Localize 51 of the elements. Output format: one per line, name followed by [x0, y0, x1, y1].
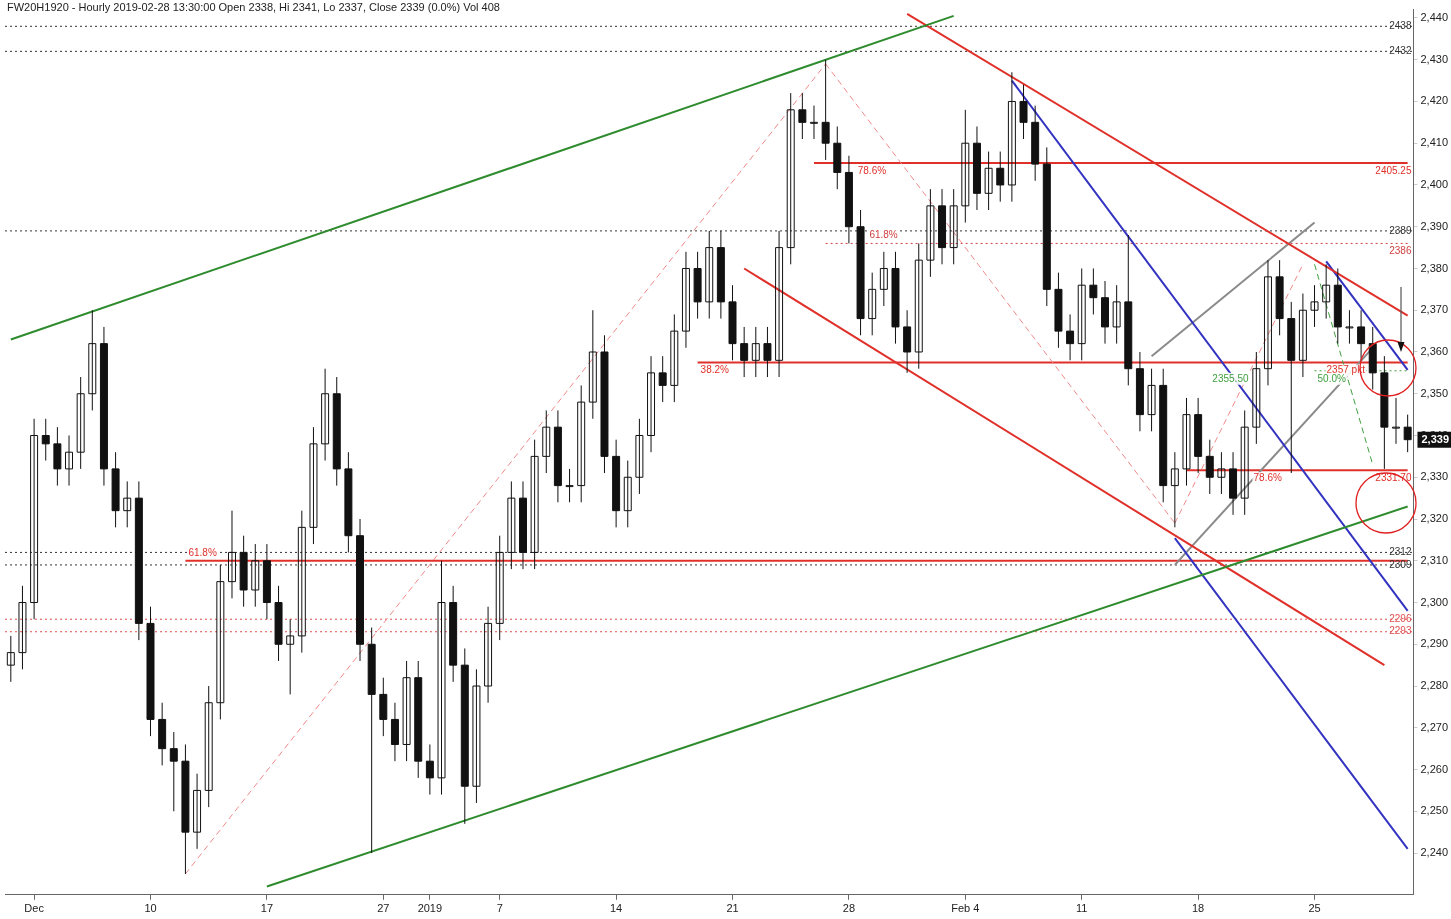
annotation: 2405.25	[1375, 164, 1412, 176]
x-tick-label: 2019	[417, 902, 443, 915]
x-tick-label: 10	[144, 902, 157, 915]
x-tick-label: 28	[842, 902, 856, 915]
annotation: 61.8%	[869, 229, 898, 241]
annotation: 50.0%	[1317, 372, 1346, 384]
y-tick-label: 2,320	[1420, 512, 1448, 525]
annotation: 2355.50	[1212, 372, 1249, 384]
ref-line-label: 2312	[1389, 546, 1412, 558]
annotation: 78.6%	[1253, 471, 1282, 483]
chart-title: FW20H1920 - Hourly 2019-02-28 13:30:00 Open 2338, Hi 2341, Lo 2337, Close 2339 (0.0%) Vol 408	[7, 0, 500, 13]
x-tick-label: 14	[609, 902, 623, 915]
y-tick-label: 2,270	[1420, 720, 1448, 733]
ref-line-label: 2293	[1389, 625, 1412, 637]
x-tick-label: 21	[726, 902, 739, 915]
x-tick-label: 25	[1308, 902, 1321, 915]
annotation: 78.6%	[857, 164, 887, 176]
x-tick-label: 17	[260, 902, 274, 915]
text: 2,339	[1421, 432, 1449, 445]
y-tick-label: 2,390	[1420, 219, 1448, 232]
x-tick-label: 27	[377, 902, 390, 915]
y-tick-label: 2,240	[1420, 846, 1448, 859]
y-tick-label: 2,360	[1420, 345, 1448, 358]
x-tick-label: 11	[1076, 902, 1088, 915]
y-tick-label: 2,330	[1420, 470, 1448, 483]
y-tick-label: 2,400	[1420, 178, 1448, 190]
y-tick-label: 2,430	[1420, 52, 1448, 65]
y-tick-label: 2,260	[1420, 762, 1448, 775]
y-tick-label: 2,370	[1420, 303, 1448, 316]
y-tick-label: 2,290	[1420, 637, 1448, 650]
ref-line-label: 2309	[1389, 558, 1412, 570]
annotation: 38.2%	[700, 364, 730, 376]
y-tick-label: 2,280	[1420, 679, 1448, 692]
x-tick-label: Dec	[24, 902, 45, 915]
y-tick-label: 2,310	[1420, 553, 1448, 566]
y-tick-label: 2,380	[1420, 261, 1448, 274]
ref-line-label: 2438	[1389, 20, 1412, 32]
annotation: 61.8%	[188, 546, 217, 558]
y-tick-label: 2,300	[1420, 595, 1448, 608]
x-tick-label: Feb 4	[951, 902, 980, 915]
y-tick-label: 2,250	[1420, 804, 1448, 817]
x-tick-label: 7	[496, 902, 503, 915]
annotation: 2386	[1389, 245, 1412, 257]
y-tick-label: 2,410	[1420, 136, 1448, 149]
ref-line-label: 2296	[1389, 612, 1412, 624]
y-tick-label: 2,440	[1420, 10, 1448, 23]
y-tick-label: 2,420	[1420, 94, 1448, 107]
y-tick-label: 2,350	[1420, 386, 1448, 399]
ref-line-label: 2432	[1389, 45, 1412, 57]
ref-line-label: 2389	[1389, 224, 1412, 236]
x-tick-label: 18	[1192, 902, 1205, 915]
